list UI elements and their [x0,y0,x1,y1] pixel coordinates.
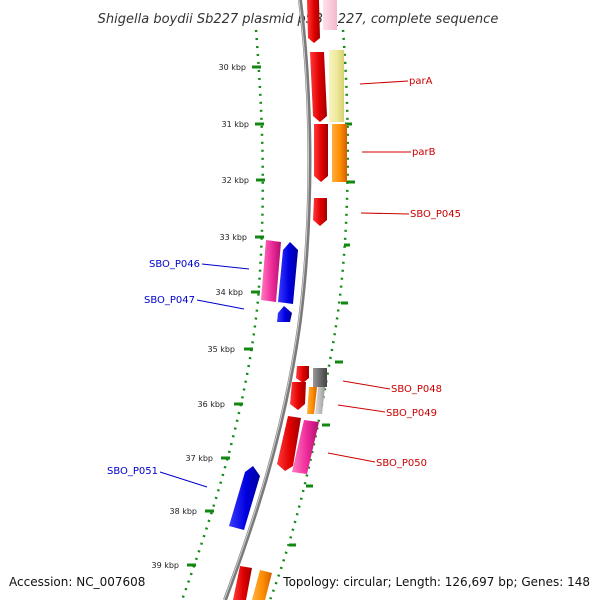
tick-label: 35 kbp [207,345,235,354]
gene-label-parA[interactable]: parA [409,76,433,87]
gene-label-SBO_P049[interactable]: SBO_P049 [386,408,437,419]
tick-label: 30 kbp [218,63,246,72]
feature-bottom-orange[interactable] [252,570,272,600]
feature-parA-yellow[interactable] [329,50,344,122]
gc-track-outer [268,29,350,600]
gene-arrow-SBO_P051[interactable] [229,466,260,530]
tick-label: 33 kbp [219,233,247,242]
tick-label: 37 kbp [185,454,213,463]
reverse-features [229,240,298,530]
tick-label: 31 kbp [221,120,249,129]
tick-labels: 30 kbp 31 kbp 32 kbp 33 kbp 34 kbp 35 kb… [151,63,249,570]
gene-arrow-bottom[interactable] [233,566,252,600]
tick-marks [187,65,265,567]
feature-parB-orange[interactable] [332,124,347,182]
gene-label-SBO_P050[interactable]: SBO_P050 [376,458,427,469]
gene-arrow-SBO_P050[interactable] [277,416,301,471]
leader-lines [159,80,411,488]
gene-label-SBO_P047[interactable]: SBO_P047 [144,295,195,306]
outer-dashes [289,122,355,547]
tick-label: 38 kbp [169,507,197,516]
gene-labels: parA parB SBO_P045 SBO_P046 SBO_P047 SBO… [107,76,461,477]
tick-label: 32 kbp [221,176,249,185]
accession-text: Accession: NC_007608 [9,575,145,589]
gene-label-SBO_P048[interactable]: SBO_P048 [391,384,442,395]
gene-arrow-parA[interactable] [310,52,327,122]
feature-SBO_P048-grey[interactable] [313,368,327,387]
feature-SBO_P046-pink[interactable] [261,240,281,302]
gene-arrow-parB[interactable] [314,124,328,182]
tick-label: 36 kbp [197,400,225,409]
feature-top-pink[interactable] [323,0,337,30]
tick-label: 39 kbp [151,561,179,570]
gene-label-SBO_P046[interactable]: SBO_P046 [149,259,200,270]
gene-arrow-top[interactable] [307,0,320,43]
map-title: Shigella boydii Sb227 plasmid pSB4_227, … [98,12,499,27]
gene-arrow-SBO_P048[interactable] [296,366,309,383]
gene-label-SBO_P051[interactable]: SBO_P051 [107,466,158,477]
tick-label: 34 kbp [215,288,243,297]
feature-SBO_P049-orange[interactable] [307,387,317,414]
gene-arrow-SBO_P045[interactable] [313,198,327,226]
gene-arrow-SBO_P046[interactable] [278,242,298,304]
feature-SBO_P049-grey[interactable] [315,387,325,414]
feature-SBO_P050-pink[interactable] [292,420,319,474]
gene-label-parB[interactable]: parB [412,147,436,158]
topology-summary: Topology: circular; Length: 126,697 bp; … [282,575,590,589]
gene-arrow-SBO_P047[interactable] [277,306,292,322]
gene-arrow-SBO_P049[interactable] [290,382,306,410]
forward-features [233,0,347,600]
gene-label-SBO_P045[interactable]: SBO_P045 [410,209,461,220]
backbone-arc [223,0,312,600]
